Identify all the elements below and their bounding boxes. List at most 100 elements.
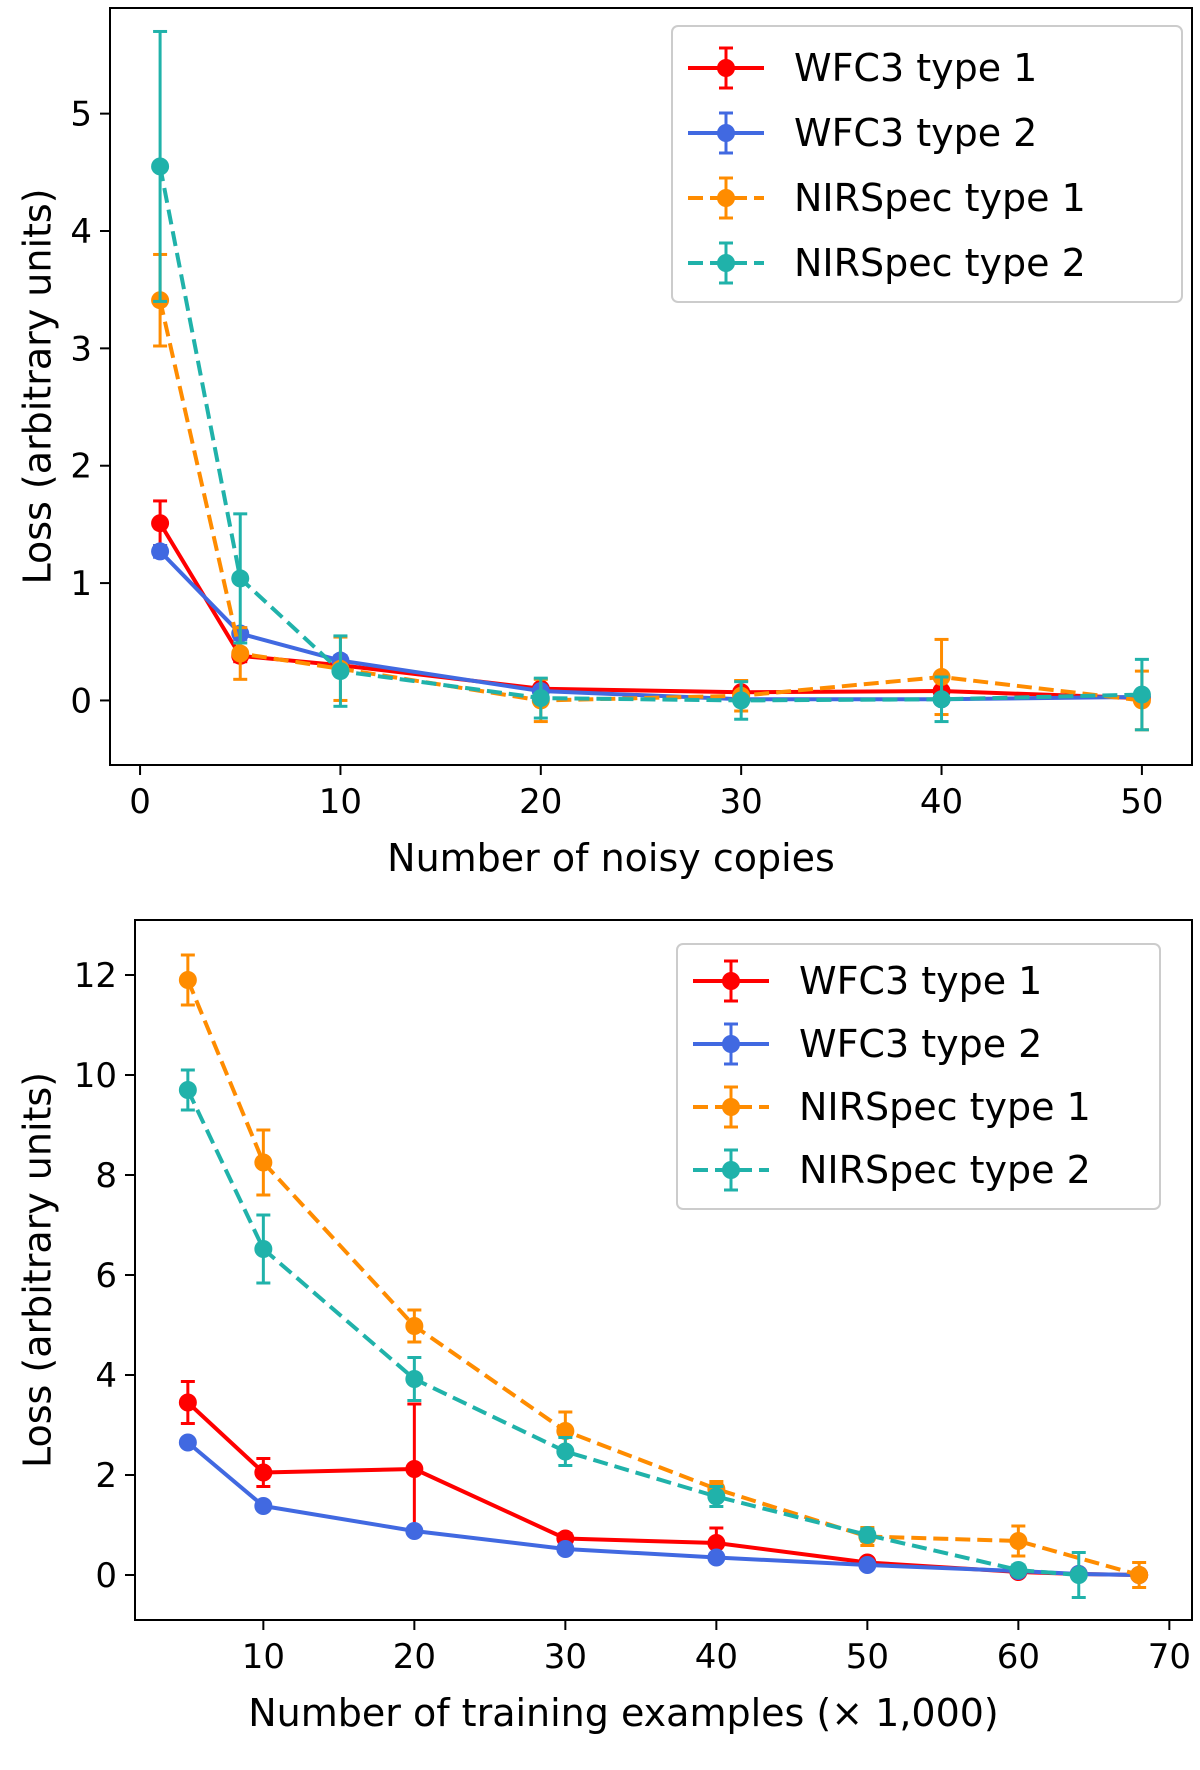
x-tick-label: 50 — [1120, 782, 1163, 822]
y-tick-label: 2 — [95, 1456, 117, 1496]
data-point — [556, 1540, 575, 1558]
legend-marker — [717, 59, 735, 77]
y-tick-label: 5 — [70, 95, 92, 135]
data-point — [707, 1534, 726, 1552]
series-line — [186, 1440, 1140, 1577]
data-point — [151, 514, 170, 533]
data-point — [231, 569, 250, 588]
x-axis-label: Number of noisy copies — [387, 836, 835, 880]
data-point — [254, 1497, 273, 1515]
data-point — [732, 691, 751, 710]
data-point — [858, 1526, 877, 1544]
x-axis-label: Number of training examples (× 1,000) — [248, 1691, 999, 1735]
legend: WFC3 type 1 WFC3 type 2 NIRSpec type 1 NIRS… — [676, 943, 1161, 1210]
data-point — [1069, 1566, 1088, 1584]
y-tick-label: 0 — [70, 681, 92, 721]
data-point — [254, 1153, 273, 1172]
data-point — [858, 1556, 877, 1574]
legend-item: WFC3 type 2 — [688, 111, 1037, 155]
plot-frame — [134, 919, 1193, 1621]
y-tick-label: 10 — [74, 1056, 117, 1096]
x-tick-label: 20 — [519, 782, 562, 822]
data-point — [932, 690, 951, 709]
y-axis-label: Loss (arbitrary units) — [16, 1072, 60, 1468]
data-point — [151, 157, 170, 176]
x-tick-label: 30 — [544, 1637, 587, 1677]
x-tick-label: 60 — [997, 1637, 1040, 1677]
plot-frame — [109, 7, 1193, 766]
data-point — [405, 1460, 424, 1478]
legend-label: NIRSpec type 1 — [799, 1085, 1091, 1129]
legend-item: WFC3 type 1 — [693, 959, 1042, 1003]
data-point — [1130, 1566, 1149, 1584]
legend-marker — [722, 1035, 740, 1053]
legend-label: NIRSpec type 2 — [794, 241, 1086, 285]
data-point — [178, 1433, 197, 1452]
data-point — [254, 1463, 273, 1482]
x-tick-label: 50 — [846, 1637, 889, 1677]
legend-item: NIRSpec type 1 — [688, 176, 1086, 220]
legend-label: NIRSpec type 2 — [799, 1148, 1091, 1192]
legend-item: NIRSpec type 2 — [693, 1148, 1091, 1192]
x-tick-label: 30 — [720, 782, 763, 822]
legend-item: NIRSpec type 1 — [693, 1085, 1091, 1129]
legend: WFC3 type 1 WFC3 type 2 NIRSpec type 1 NIRS… — [671, 25, 1183, 303]
data-point — [331, 662, 350, 681]
series-line — [158, 550, 1142, 702]
data-point — [1009, 1532, 1028, 1550]
data-point — [1009, 1561, 1028, 1579]
series-nirspec-type-2 — [151, 29, 1151, 732]
series-wfc3-type-1 — [151, 499, 1151, 708]
data-point — [178, 1081, 197, 1099]
y-tick-label: 6 — [95, 1256, 117, 1296]
x-tick-label: 40 — [695, 1637, 738, 1677]
data-point — [178, 1393, 197, 1412]
legend-box — [676, 943, 1161, 1210]
legend-label: WFC3 type 2 — [794, 111, 1037, 155]
series-line — [186, 1401, 1140, 1577]
data-point — [1132, 685, 1151, 704]
legend-label: NIRSpec type 1 — [794, 176, 1086, 220]
data-point — [405, 1522, 424, 1540]
data-point — [556, 1442, 575, 1461]
data-point — [178, 971, 197, 989]
y-tick-label: 4 — [95, 1356, 117, 1396]
x-tick-label: 70 — [1148, 1637, 1191, 1677]
data-point — [151, 542, 170, 561]
data-point — [707, 1548, 726, 1567]
series-line — [158, 522, 1142, 701]
legend-label: WFC3 type 1 — [794, 46, 1037, 90]
x-tick-label: 10 — [319, 782, 362, 822]
data-point — [254, 1240, 273, 1258]
chart-panel-2: 10 20 30 40 50 60 70 0 2 4 6 8 10 12 Number of trainin… — [16, 919, 1193, 1735]
data-point — [556, 1422, 575, 1440]
data-point — [405, 1317, 424, 1335]
legend-marker — [722, 1161, 740, 1179]
y-tick-label: 0 — [95, 1556, 117, 1596]
x-tick-label: 20 — [393, 1637, 436, 1677]
x-tick-label: 40 — [920, 782, 963, 822]
y-tick-label: 8 — [95, 1156, 117, 1196]
y-tick-label: 3 — [70, 329, 92, 369]
data-point — [405, 1370, 424, 1388]
data-point — [231, 644, 250, 663]
legend-marker — [717, 124, 735, 142]
series-wfc3-type-2 — [178, 1433, 1149, 1584]
y-tick-label: 1 — [70, 564, 92, 604]
legend-label: WFC3 type 2 — [799, 1022, 1042, 1066]
data-point — [531, 689, 550, 708]
legend-marker — [717, 189, 735, 207]
data-point — [707, 1487, 726, 1506]
y-axis-label: Loss (arbitrary units) — [16, 188, 60, 584]
legend-item: NIRSpec type 2 — [688, 241, 1086, 285]
legend-box — [671, 25, 1183, 303]
y-tick-label: 4 — [70, 212, 92, 252]
legend-item: WFC3 type 1 — [688, 46, 1037, 90]
legend-item: WFC3 type 2 — [693, 1022, 1042, 1066]
y-tick-label: 2 — [70, 447, 92, 487]
y-tick-label: 12 — [74, 956, 117, 996]
series-line — [186, 979, 1140, 1577]
legend-marker — [717, 254, 735, 272]
legend-label: WFC3 type 1 — [799, 959, 1042, 1003]
